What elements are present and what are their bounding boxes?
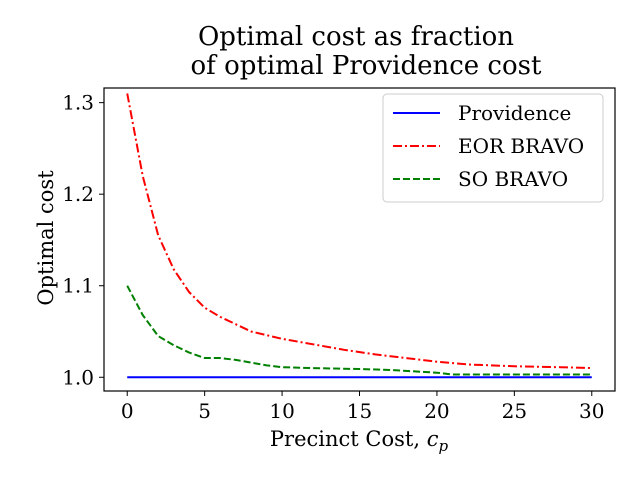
x-tick-label: 5	[198, 399, 211, 423]
plot-frame	[103, 87, 616, 392]
x-tick-label: 30	[579, 399, 604, 423]
y-tick-label: 1.2	[62, 182, 94, 206]
legend: Providence EOR BRAVO SO BRAVO	[382, 93, 604, 203]
series-line-eor-bravo	[126, 93, 592, 370]
legend-label-providence: Providence	[458, 101, 571, 125]
x-tick-label: 20	[424, 399, 449, 423]
series-line-so-bravo	[126, 285, 592, 376]
chart-title-line2: of optimal Providence cost	[191, 51, 542, 81]
axis-ticks: 0 5 10 15 20 25 30 1.0 1.1 1.2 1.3	[62, 91, 604, 423]
chart-title-line1: Optimal cost as fraction	[198, 22, 514, 52]
x-axis-label: Precinct Cost, cp	[270, 427, 449, 455]
y-tick-label: 1.3	[62, 91, 94, 115]
x-tick-label: 0	[121, 399, 134, 423]
x-tick-label: 10	[269, 399, 294, 423]
y-tick-label: 1.1	[62, 274, 94, 298]
legend-label-eor-bravo: EOR BRAVO	[458, 134, 584, 158]
x-tick-label: 15	[347, 399, 372, 423]
legend-box	[382, 93, 604, 203]
plot-area	[126, 93, 592, 379]
x-tick-label: 25	[502, 399, 527, 423]
legend-label-so-bravo: SO BRAVO	[458, 167, 568, 191]
y-axis-label: Optimal cost	[34, 170, 58, 306]
y-tick-label: 1.0	[62, 365, 94, 389]
